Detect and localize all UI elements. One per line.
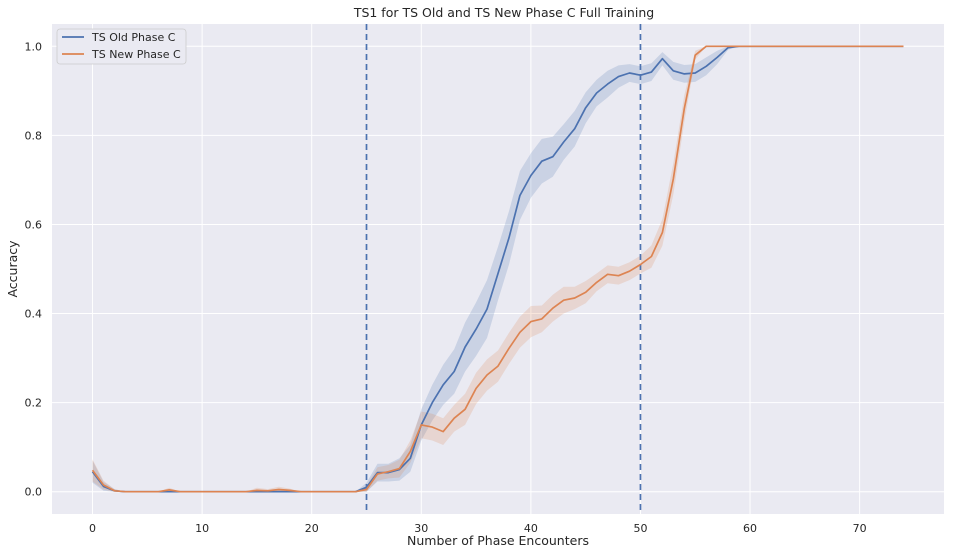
- x-tick-label: 40: [524, 522, 538, 535]
- x-tick-label: 10: [195, 522, 209, 535]
- chart-title: TS1 for TS Old and TS New Phase C Full T…: [353, 5, 654, 20]
- legend-label-ts-old: TS Old Phase C: [91, 31, 176, 44]
- confidence-bands: [92, 46, 904, 492]
- legend-box: [56, 28, 187, 65]
- y-tick-label: 1.0: [25, 40, 43, 53]
- legend-label-ts-new: TS New Phase C: [91, 48, 181, 61]
- y-tick-label: 0.2: [25, 397, 43, 410]
- plot-area: [52, 24, 944, 514]
- y-tick-labels: 0.0 0.2 0.4 0.6 0.8 1.0: [25, 40, 43, 498]
- x-tick-label: 0: [89, 522, 96, 535]
- x-tick-label: 20: [305, 522, 319, 535]
- reference-lines: [365, 24, 642, 514]
- confidence-band-0: [92, 46, 904, 492]
- legend: TS Old Phase C TS New Phase C: [56, 28, 187, 65]
- x-axis-label: Number of Phase Encounters: [407, 533, 589, 548]
- y-tick-label: 0.6: [25, 218, 43, 231]
- x-tick-labels: 0 10 20 30 40 50 60 70: [89, 522, 867, 535]
- x-tick-label: 30: [414, 522, 428, 535]
- x-tick-label: 60: [743, 522, 757, 535]
- x-tick-label: 50: [633, 522, 647, 535]
- series-lines: [91, 45, 904, 493]
- y-tick-label: 0.0: [25, 486, 43, 499]
- series-line-1: [91, 45, 904, 493]
- x-tick-label: 70: [853, 522, 867, 535]
- y-tick-label: 0.8: [25, 129, 43, 142]
- y-tick-label: 0.4: [25, 308, 43, 321]
- y-axis-label: Accuracy: [5, 240, 20, 298]
